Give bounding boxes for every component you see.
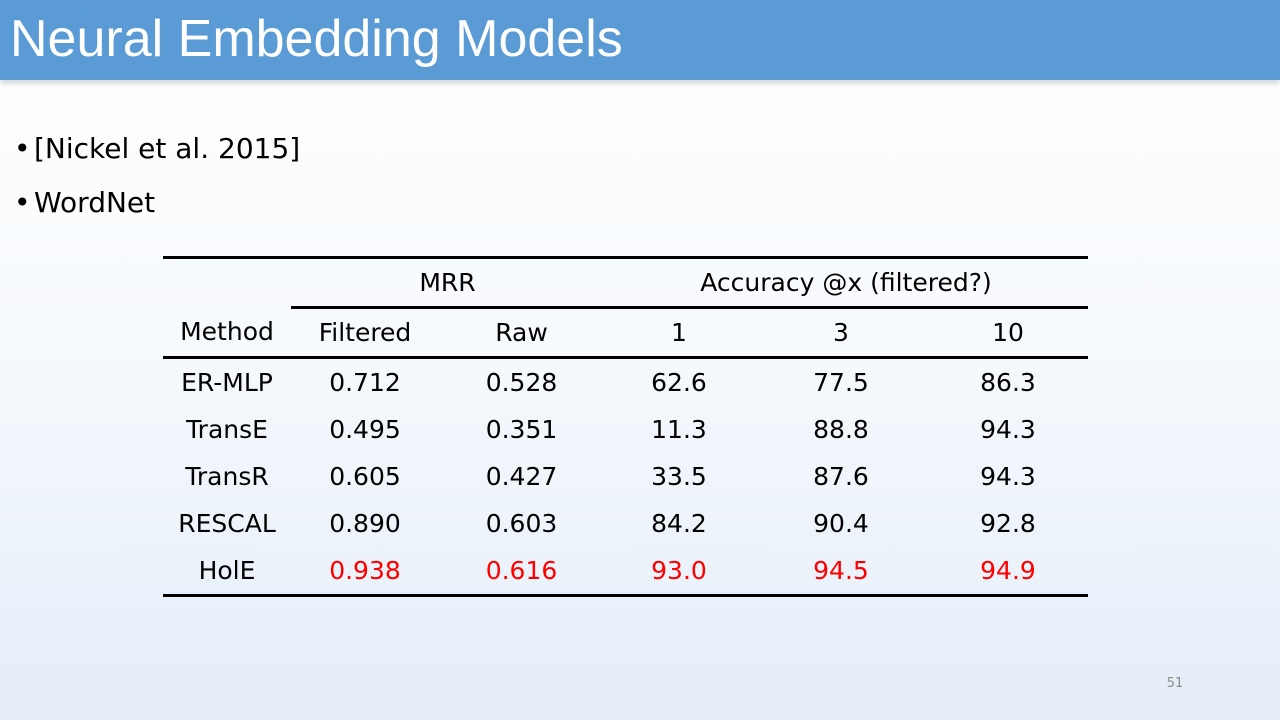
bullet-icon: • <box>14 186 31 219</box>
method-cell: TransE <box>186 415 268 444</box>
mrr-raw-cell: 0.351 <box>485 415 558 444</box>
table-row-highlighted: HolE 0.938 0.616 93.0 94.5 94.9 <box>163 547 1088 597</box>
table-header-row: Method Filtered Raw 1 3 10 <box>163 307 1088 359</box>
method-cell: TransR <box>185 462 269 491</box>
mrr-filtered-cell: 0.938 <box>291 547 439 597</box>
acc-1-cell: 33.5 <box>651 462 707 491</box>
acc-1-cell: 84.2 <box>651 509 707 538</box>
method-cell: HolE <box>163 547 291 597</box>
column-header-method: Method <box>163 307 291 359</box>
title-bar: Neural Embedding Models <box>0 0 1280 80</box>
bullet-item-dataset: • WordNet <box>14 176 300 230</box>
column-header-raw: Raw <box>439 307 604 359</box>
mrr-filtered-cell: 0.890 <box>329 509 401 538</box>
group-header-mrr: MRR <box>291 256 604 309</box>
acc-3-cell: 77.5 <box>813 368 869 397</box>
acc-10-cell: 86.3 <box>980 368 1036 397</box>
column-header-acc-1: 1 <box>604 307 754 359</box>
column-header-filtered: Filtered <box>291 307 439 359</box>
table-row: TransR 0.605 0.427 33.5 87.6 94.3 <box>163 453 1088 500</box>
mrr-filtered-cell: 0.605 <box>329 462 401 491</box>
bullet-icon: • <box>14 132 31 165</box>
acc-3-cell: 90.4 <box>813 509 869 538</box>
group-header-accuracy: Accuracy @x (filtered?) <box>604 256 1088 309</box>
results-table: MRR Accuracy @x (filtered?) Method Filte… <box>163 256 1088 597</box>
column-header-acc-10: 10 <box>928 307 1088 359</box>
mrr-raw-cell: 0.528 <box>485 368 558 397</box>
acc-10-cell: 94.3 <box>980 415 1036 444</box>
table-row: TransE 0.495 0.351 11.3 88.8 94.3 <box>163 406 1088 453</box>
group-header-blank <box>163 256 291 308</box>
acc-3-cell: 88.8 <box>813 415 869 444</box>
acc-3-cell: 94.5 <box>754 547 928 597</box>
bullet-list: • [Nickel et al. 2015] • WordNet <box>14 122 300 230</box>
table-group-header-row: MRR Accuracy @x (filtered?) <box>163 256 1088 309</box>
mrr-raw-cell: 0.603 <box>485 509 558 538</box>
acc-1-cell: 11.3 <box>651 415 707 444</box>
acc-1-cell: 62.6 <box>651 368 707 397</box>
slide-number: 51 <box>1166 676 1184 691</box>
table-row: RESCAL 0.890 0.603 84.2 90.4 92.8 <box>163 500 1088 547</box>
mrr-raw-cell: 0.427 <box>485 462 558 491</box>
acc-10-cell: 94.3 <box>980 462 1036 491</box>
acc-1-cell: 93.0 <box>604 547 754 597</box>
bullet-text: [Nickel et al. 2015] <box>34 132 301 165</box>
mrr-filtered-cell: 0.712 <box>329 368 401 397</box>
acc-10-cell: 92.8 <box>980 509 1036 538</box>
mrr-filtered-cell: 0.495 <box>329 415 401 444</box>
bullet-text: WordNet <box>34 186 156 219</box>
method-cell: RESCAL <box>178 509 276 538</box>
slide-title: Neural Embedding Models <box>10 10 623 68</box>
table-row: ER-MLP 0.712 0.528 62.6 77.5 86.3 <box>163 358 1088 407</box>
bullet-item-citation: • [Nickel et al. 2015] <box>14 122 300 176</box>
mrr-raw-cell: 0.616 <box>439 547 604 597</box>
acc-3-cell: 87.6 <box>813 462 869 491</box>
acc-10-cell: 94.9 <box>928 547 1088 597</box>
column-header-acc-3: 3 <box>754 307 928 359</box>
method-cell: ER-MLP <box>181 368 273 397</box>
